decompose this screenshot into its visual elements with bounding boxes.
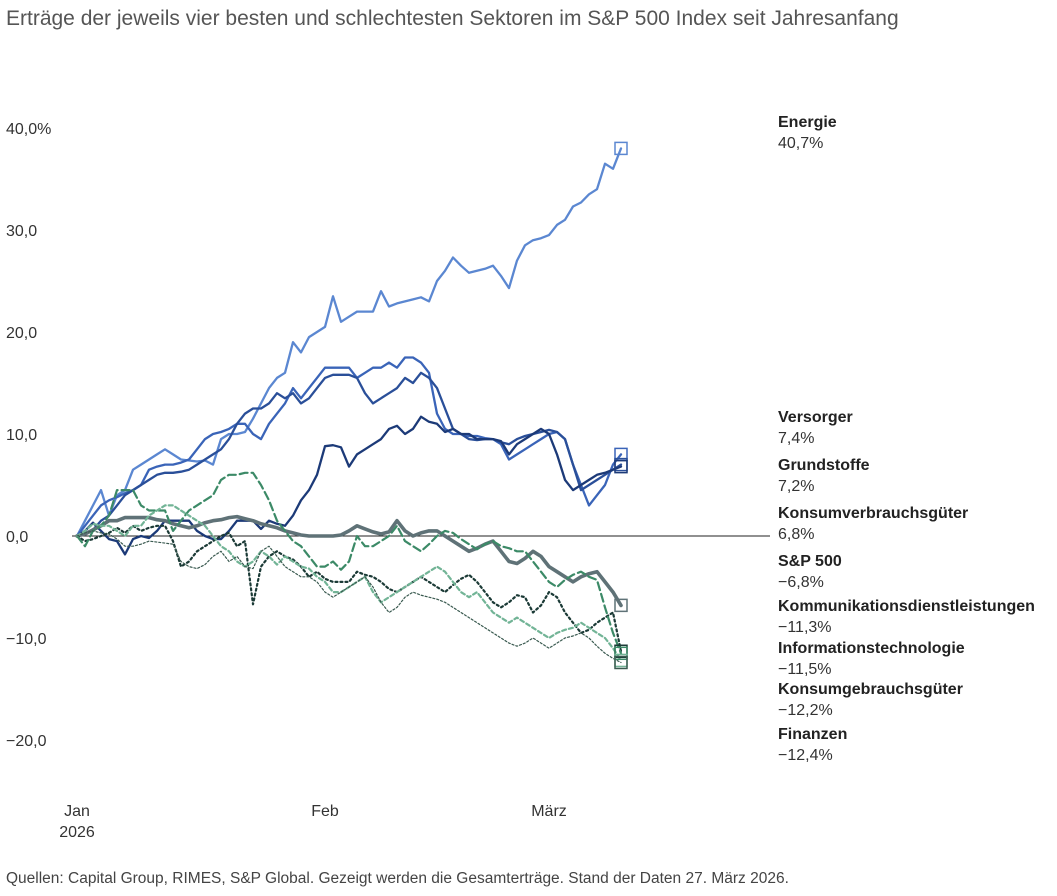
y-tick-label: 10,0 [6,427,37,444]
x-tick-label: Feb [311,803,339,820]
series-line-8 [76,530,622,664]
series-label-name: Konsumverbrauchsgüter [778,505,968,522]
series-label-name: Versorger [778,409,853,426]
y-tick-label: 30,0 [6,223,37,240]
series-label-value: −12,4% [778,747,833,764]
series-label-value: 40,7% [778,135,823,152]
series-label-name: Kommunikationsdienstleistungen [778,598,1035,615]
end-marker [614,459,628,474]
series-label-name: Informationstechnologie [778,640,965,657]
y-tick-label: −10,0 [6,631,47,648]
series-line-4 [75,514,623,608]
x-tick-label-year: 2026 [59,824,95,841]
series-label-name: Energie [778,114,837,131]
end-markers [614,141,628,670]
series-line-5 [75,524,623,653]
series-label-value: −11,3% [778,619,832,636]
series-label-value: −6,8% [778,574,824,591]
series-label-value: −11,5% [778,661,832,678]
x-tick-label: Jan [64,803,90,820]
series-line-6 [75,471,623,655]
series-label-value: 7,4% [778,430,814,447]
y-axis: 40,0% 30,0 20,0 10,0 0,0 −10,0 −20,0 [6,121,51,750]
series-label-value: −12,2% [778,702,833,719]
series-label-name: Konsumgebrauchsgüter [778,681,963,698]
series-label-name: S&P 500 [778,553,842,570]
x-axis: Jan 2026 Feb März [59,803,567,841]
series-label-value: 6,8% [778,526,814,543]
x-tick-label: März [531,803,567,820]
y-tick-label: 40,0% [6,121,51,138]
source-note: Quellen: Capital Group, RIMES, S&P Globa… [6,870,789,887]
end-marker [614,141,628,156]
end-marker [614,646,628,661]
series-label-name: Finanzen [778,726,847,743]
series-label-value: 7,2% [778,478,814,495]
series-line-3 [75,415,623,556]
y-tick-label: −20,0 [6,733,47,750]
y-tick-label: 20,0 [6,325,37,342]
series-labels: Energie 40,7% Versorger 7,4% Grundstoffe 7,2%… [778,114,1035,764]
series-lines [75,147,623,664]
series-label-name: Grundstoffe [778,457,870,474]
series-line-1 [75,356,623,538]
end-marker [614,655,628,670]
end-marker [614,598,628,613]
series-line-0 [75,147,623,538]
y-tick-label: 0,0 [6,529,28,546]
chart-title: Erträge der jeweils vier besten und schl… [6,7,899,30]
